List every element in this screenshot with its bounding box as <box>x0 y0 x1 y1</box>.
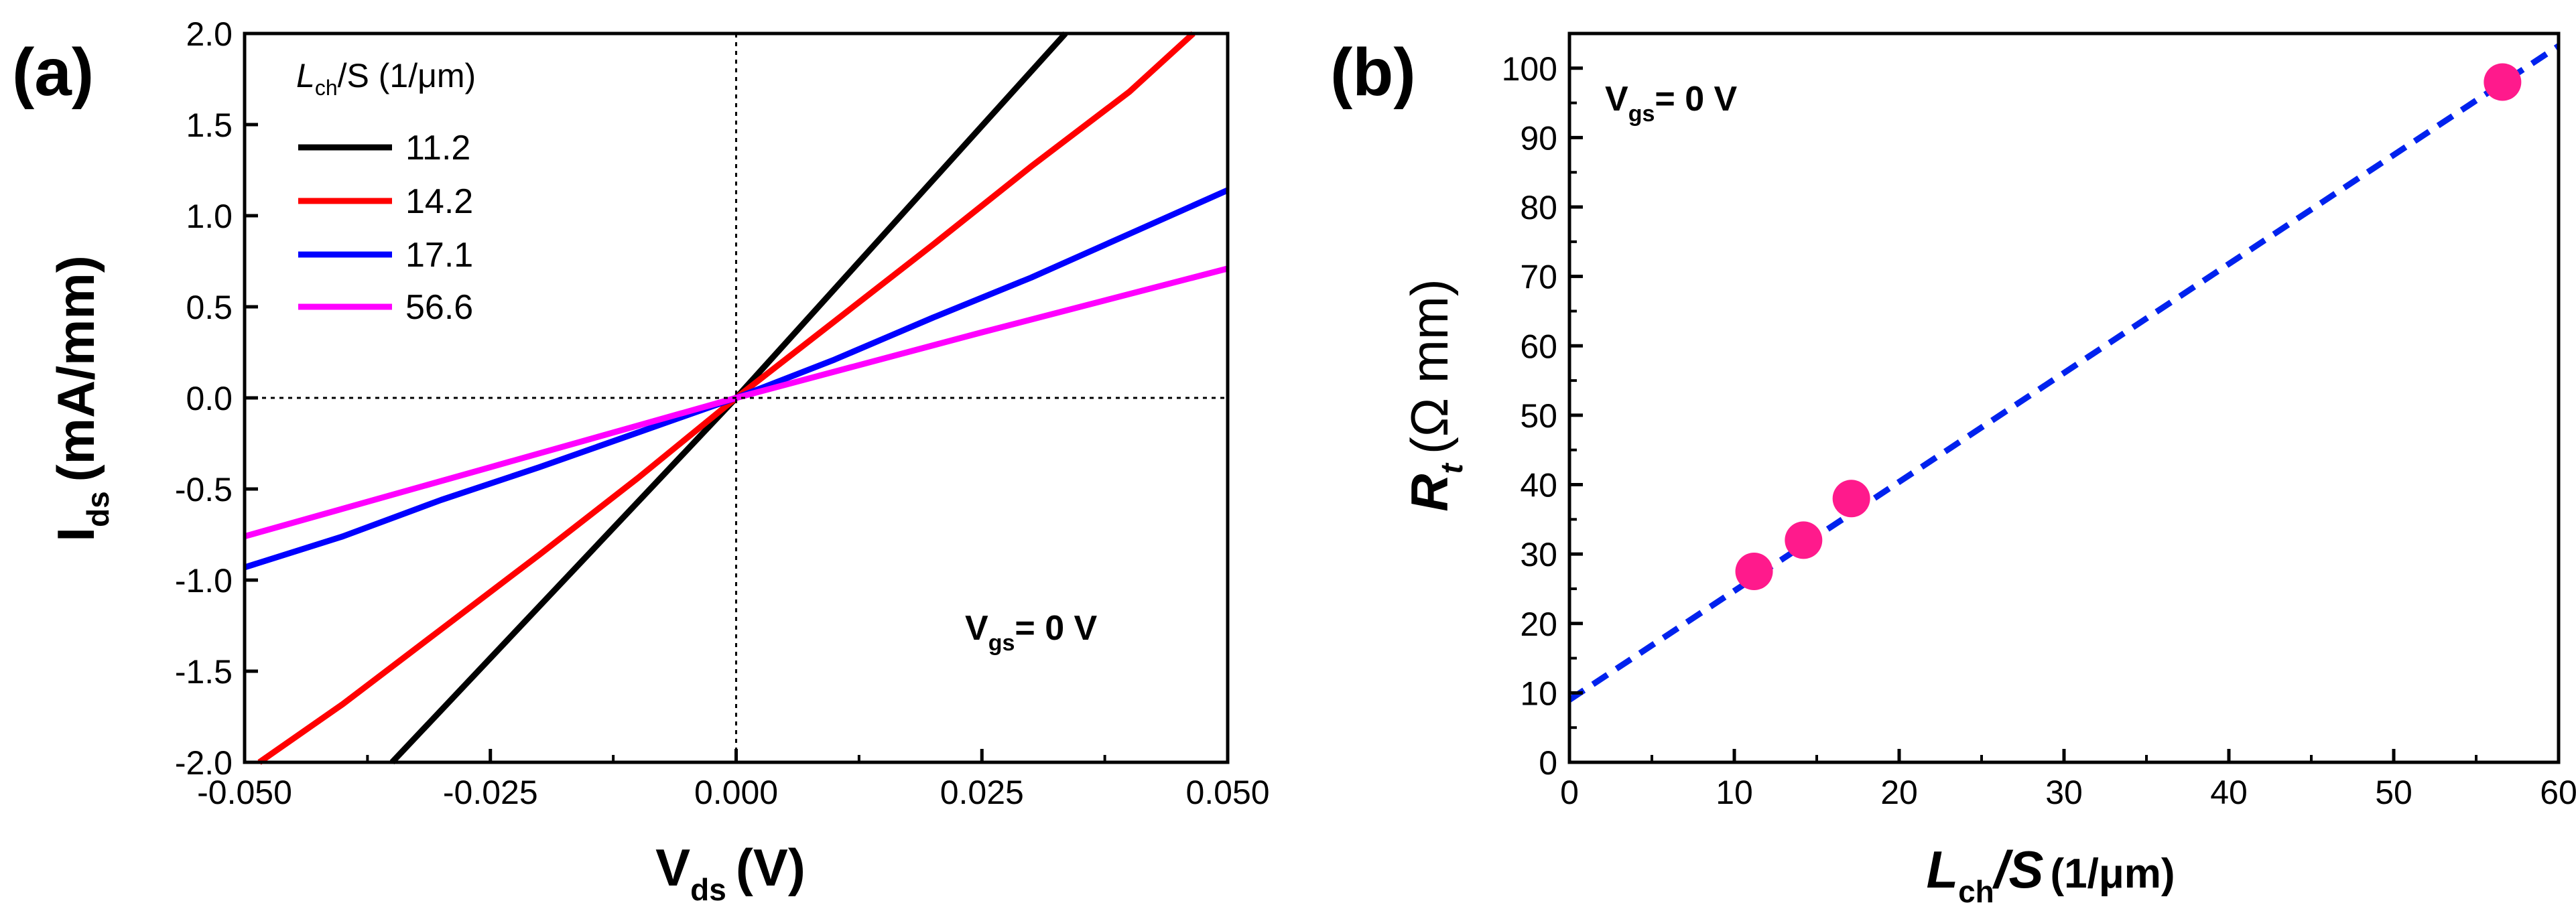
annotation-a-main: V <box>965 609 988 648</box>
x-tick-label: -0.050 <box>197 774 292 811</box>
legend-label-11-2: 11.2 <box>405 129 470 167</box>
legend-label-14-2: 14.2 <box>405 182 473 221</box>
x-tick-label: 30 <box>2045 774 2083 811</box>
y-tick-label: 100 <box>1502 50 1557 88</box>
panel-a-legend-title: Lch/S (1/μm) <box>296 57 476 100</box>
annotation-b-main: V <box>1605 80 1628 119</box>
x-title-b-rest: /S <box>1992 840 2044 899</box>
x-tick-label: 10 <box>1716 774 1753 811</box>
y-tick-label: 40 <box>1520 467 1557 504</box>
panel-b-label: (b) <box>1330 35 1416 110</box>
y-tick-label: 1.0 <box>186 198 233 235</box>
y-tick-label: 70 <box>1520 259 1557 296</box>
y-title-b-sub: t <box>1434 462 1469 474</box>
x-tick-label: 50 <box>2375 774 2412 811</box>
panel-a-annotation: Vgs= 0 V <box>965 609 1098 656</box>
data-point <box>2484 63 2522 101</box>
panel-b-y-ticks: 0 10 20 30 40 50 60 70 80 90 100 <box>1502 50 1583 782</box>
panel-b-points-group <box>1735 63 2522 591</box>
x-tick-label: 40 <box>2210 774 2248 811</box>
y-tick-label: 30 <box>1520 536 1557 573</box>
y-title-a-main: I <box>46 527 105 542</box>
y-title-b-unit: (Ω mm) <box>1400 279 1459 454</box>
panel-a-x-ticks: -0.050 -0.025 0.000 0.025 0.050 <box>197 749 1270 811</box>
y-tick-label: 10 <box>1520 675 1557 712</box>
legend-title-sub: ch <box>315 76 338 100</box>
annotation-a-rest: = 0 V <box>1015 609 1097 648</box>
x-title-b-unit: (1/μm) <box>2050 851 2175 897</box>
x-title-a-unit: (V) <box>736 838 806 897</box>
y-tick-label: 60 <box>1520 328 1557 365</box>
y-tick-label: 90 <box>1520 119 1557 157</box>
panel-b-x-ticks: 0 10 20 30 40 50 60 <box>1560 749 2576 811</box>
y-tick-label: 0.0 <box>186 380 233 417</box>
data-point <box>1735 553 1773 591</box>
panel-a-label: (a) <box>12 35 94 110</box>
y-tick-label: -1.5 <box>175 653 233 691</box>
x-tick-label: 60 <box>2540 774 2576 811</box>
y-title-a-sub: ds <box>80 491 115 527</box>
x-title-b-sub: ch <box>1958 874 1994 909</box>
y-tick-label: -1.0 <box>175 562 233 600</box>
legend-title-rest: /S (1/μm) <box>338 57 476 94</box>
x-title-a-main: V <box>655 838 690 897</box>
data-point <box>1832 480 1870 518</box>
x-tick-label: 20 <box>1880 774 1918 811</box>
data-point <box>1785 521 1823 559</box>
x-title-a-sub: ds <box>690 872 726 907</box>
x-tick-label: 0 <box>1560 774 1579 811</box>
y-tick-label: -0.5 <box>175 471 233 508</box>
y-tick-label: 2.0 <box>186 15 233 53</box>
y-tick-label: 20 <box>1520 606 1557 643</box>
x-tick-label: 0.025 <box>940 774 1024 811</box>
x-tick-label: 0.050 <box>1185 774 1269 811</box>
annotation-a-sub: gs <box>988 630 1015 656</box>
series-line-17-1 <box>243 187 1229 571</box>
y-tick-label: 50 <box>1520 397 1557 435</box>
legend-label-17-1: 17.1 <box>405 236 473 275</box>
y-tick-label: 80 <box>1520 189 1557 226</box>
legend-label-56-6: 56.6 <box>405 288 473 327</box>
annotation-b-rest: = 0 V <box>1655 80 1737 119</box>
y-tick-label: 1.5 <box>186 107 233 144</box>
x-tick-label: 0.000 <box>694 774 778 811</box>
panel-b-annotation: Vgs= 0 V <box>1605 80 1738 127</box>
panel-a-y-ticks: -2.0 -1.5 -1.0 -0.5 0.0 0.5 1.0 1.5 2.0 <box>175 15 258 782</box>
panel-b-y-axis-title: Rt (Ω mm) <box>1400 279 1469 512</box>
legend-title-main: L <box>296 57 315 94</box>
y-tick-label: 0 <box>1539 744 1557 782</box>
y-tick-label: -2.0 <box>175 744 233 782</box>
y-tick-label: 0.5 <box>186 289 233 326</box>
annotation-b-sub: gs <box>1628 101 1655 127</box>
panel-a-legend: Lch/S (1/μm) 11.2 14.2 17.1 56.6 <box>296 57 476 327</box>
y-title-a-unit: (mA/mm) <box>46 255 105 482</box>
x-title-b-main: L <box>1926 840 1958 899</box>
panel-a-y-axis-title: Ids (mA/mm) <box>46 255 115 541</box>
panel-a-x-axis-title: Vds (V) <box>655 838 806 907</box>
panel-b-x-axis-title: Lch/S (1/μm) <box>1926 840 2175 909</box>
panel-b-plot-frame <box>1567 31 2561 764</box>
panel-b: (b) 0 10 20 30 40 50 60 0 10 20 30 40 50 60 70 80 90 100… <box>1330 31 2576 909</box>
panel-a: (a) -0.050 -0.025 0.000 0.025 0.050 -2.0 -1.5… <box>12 15 1270 907</box>
panel-b-fit-line <box>1567 43 2561 703</box>
x-tick-label: -0.025 <box>443 774 538 811</box>
y-title-b-main: R <box>1400 474 1459 511</box>
